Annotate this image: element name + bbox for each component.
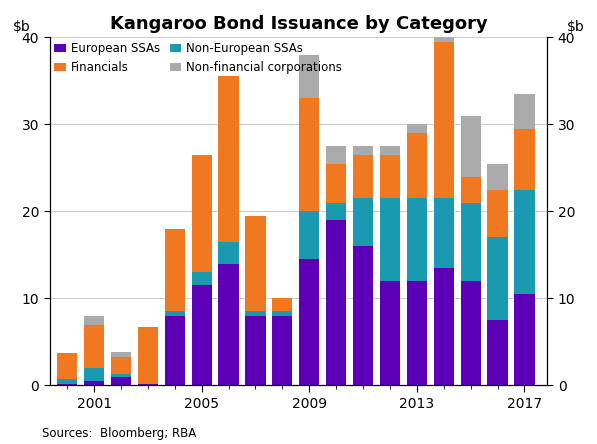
Bar xyxy=(488,238,507,320)
Bar xyxy=(272,316,293,385)
Bar xyxy=(299,211,319,259)
Bar xyxy=(272,311,293,316)
Bar xyxy=(488,190,507,238)
Bar xyxy=(326,163,346,202)
Bar xyxy=(433,42,454,198)
Bar xyxy=(138,384,158,385)
Bar xyxy=(299,98,319,211)
Title: Kangaroo Bond Issuance by Category: Kangaroo Bond Issuance by Category xyxy=(110,15,487,33)
Bar xyxy=(433,268,454,385)
Bar xyxy=(111,377,131,385)
Text: Sources:  Bloomberg; RBA: Sources: Bloomberg; RBA xyxy=(42,427,196,440)
Bar xyxy=(353,155,373,198)
Bar xyxy=(488,163,507,190)
Bar xyxy=(326,146,346,163)
Bar xyxy=(353,146,373,155)
Bar xyxy=(57,379,77,384)
Bar xyxy=(219,76,239,242)
Bar xyxy=(353,198,373,246)
Bar xyxy=(57,384,77,385)
Bar xyxy=(353,246,373,385)
Bar xyxy=(407,124,427,133)
Bar xyxy=(111,374,131,377)
Bar xyxy=(407,133,427,198)
Bar xyxy=(460,115,481,177)
Bar xyxy=(407,281,427,385)
Bar xyxy=(245,216,266,311)
Text: $b: $b xyxy=(567,20,584,34)
Bar xyxy=(84,368,104,381)
Bar xyxy=(515,129,534,190)
Bar xyxy=(460,281,481,385)
Bar xyxy=(84,381,104,385)
Bar xyxy=(460,177,481,202)
Bar xyxy=(460,202,481,281)
Bar xyxy=(380,155,400,198)
Bar xyxy=(433,198,454,268)
Bar xyxy=(57,353,77,379)
Bar xyxy=(515,190,534,294)
Bar xyxy=(326,220,346,385)
Bar xyxy=(407,198,427,281)
Bar xyxy=(192,285,212,385)
Bar xyxy=(192,272,212,285)
Legend: European SSAs, Financials, Non-European SSAs, Non-financial corporations: European SSAs, Financials, Non-European … xyxy=(52,40,344,76)
Bar xyxy=(380,146,400,155)
Bar xyxy=(111,357,131,374)
Bar xyxy=(245,311,266,316)
Text: $b: $b xyxy=(13,20,30,34)
Bar xyxy=(299,259,319,385)
Bar xyxy=(111,353,131,357)
Bar xyxy=(192,155,212,272)
Bar xyxy=(380,281,400,385)
Bar xyxy=(326,202,346,220)
Bar xyxy=(165,316,185,385)
Bar xyxy=(84,316,104,325)
Bar xyxy=(219,264,239,385)
Bar xyxy=(84,325,104,368)
Bar xyxy=(433,37,454,42)
Bar xyxy=(299,55,319,98)
Bar xyxy=(165,311,185,316)
Bar xyxy=(165,229,185,311)
Bar xyxy=(219,242,239,264)
Bar xyxy=(380,198,400,281)
Bar xyxy=(272,298,293,311)
Bar xyxy=(515,294,534,385)
Bar xyxy=(488,320,507,385)
Bar xyxy=(138,327,158,384)
Bar xyxy=(245,316,266,385)
Bar xyxy=(515,94,534,129)
